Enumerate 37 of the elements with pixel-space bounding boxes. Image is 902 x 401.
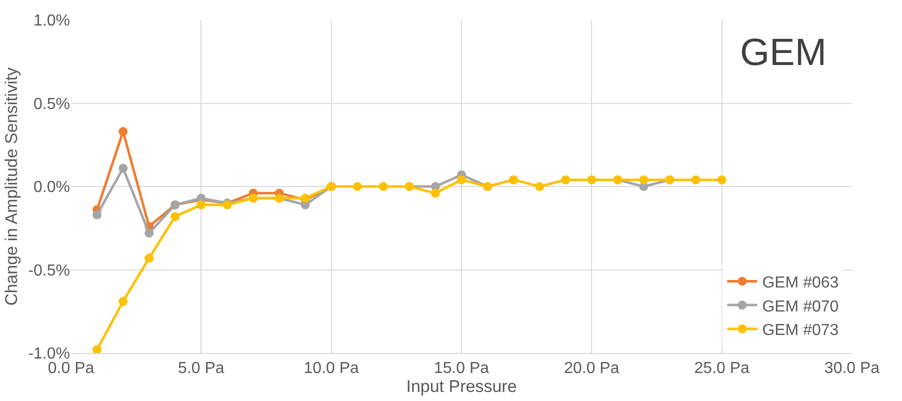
x-tick-label: 5.0 Pa [178,360,224,378]
point [587,175,596,184]
point [92,345,102,353]
point [118,164,128,173]
point [535,182,544,191]
point [118,296,128,306]
point [457,175,466,184]
point [352,182,362,191]
point [717,175,726,184]
point [196,200,206,210]
x-tick-label: 15.0 Pa [434,360,490,378]
point [118,127,128,136]
point [639,175,648,184]
legend-label: GEM #073 [762,322,839,340]
point [691,175,700,184]
y-tick-label: -1.0% [28,346,70,363]
x-tick-label: 20.0 Pa [564,360,620,378]
point [561,175,570,184]
y-tick-label: -0.5% [28,262,70,280]
annotation: GEM [740,32,827,74]
point [144,228,154,238]
x-tick-label: 10.0 Pa [304,360,360,378]
legend-label: GEM #063 [762,274,839,292]
point [378,182,388,191]
x-tick-label: 0.0 Pa [48,360,94,378]
legend-label: GEM #070 [762,298,839,316]
point [144,254,154,263]
x-axis-title: Input Pressure [406,377,517,396]
y-tick-label: 0.0% [34,179,70,196]
point [92,210,102,220]
y-tick-label: 0.5% [34,96,70,113]
x-tick-label: 25.0 Pa [694,360,750,378]
y-tick-label: 1.0% [34,12,70,30]
x-tick-label: 30.0 Pa [824,360,880,378]
point [430,188,440,198]
y-axis-title: Change in Amplitude Sensitivity [2,66,21,306]
point [170,212,180,221]
